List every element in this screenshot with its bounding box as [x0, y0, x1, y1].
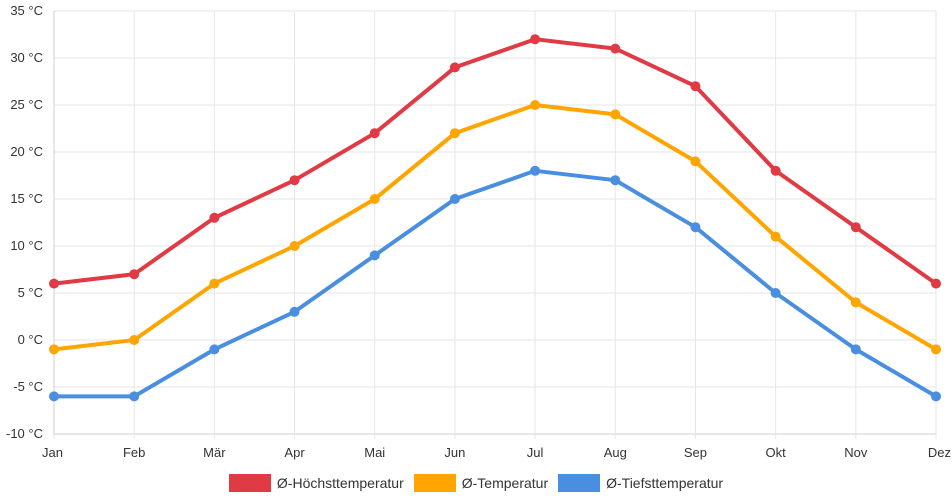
y-tick-label: 30 °C: [10, 50, 43, 65]
x-tick-label: Jul: [527, 445, 544, 460]
legend: Ø-Höchsttemperatur Ø-Temperatur Ø-Tiefst…: [0, 472, 952, 494]
data-point[interactable]: [369, 194, 380, 204]
x-tick-label: Mai: [364, 445, 385, 460]
x-tick-label: Feb: [123, 445, 145, 460]
series-0: [49, 34, 941, 289]
data-point[interactable]: [690, 156, 701, 167]
data-point[interactable]: [850, 222, 861, 233]
y-tick-label: 25 °C: [10, 97, 43, 112]
series-line: [52, 103, 938, 352]
data-point[interactable]: [690, 81, 701, 92]
y-tick-label: 20 °C: [10, 144, 43, 159]
x-tick-label: Apr: [284, 445, 305, 460]
data-point[interactable]: [449, 128, 460, 139]
x-tick-label: Sep: [684, 445, 707, 460]
data-point[interactable]: [530, 34, 541, 45]
x-axis-ticks: Jan Feb Mär Apr Mai Jun Jul Aug Sep Okt Nov Dez: [42, 445, 951, 460]
data-point[interactable]: [610, 109, 621, 120]
data-point[interactable]: [449, 62, 460, 73]
x-tick-label: Jun: [444, 445, 465, 460]
data-point[interactable]: [129, 269, 140, 280]
y-tick-label: 10 °C: [10, 238, 43, 253]
data-point[interactable]: [690, 222, 701, 233]
data-point[interactable]: [530, 165, 541, 176]
series-1: [49, 100, 941, 355]
series-line: [52, 37, 938, 286]
x-tick-label: Nov: [844, 445, 868, 460]
data-point[interactable]: [369, 250, 380, 261]
data-point[interactable]: [369, 128, 380, 139]
y-tick-label: 35 °C: [10, 3, 43, 18]
y-tick-label: -5 °C: [13, 379, 43, 394]
legend-label-max: Ø-Höchsttemperatur: [276, 475, 404, 491]
legend-swatch-avg: [413, 474, 456, 492]
data-point[interactable]: [770, 288, 781, 298]
data-point[interactable]: [850, 344, 861, 355]
data-point[interactable]: [770, 231, 781, 242]
data-point[interactable]: [49, 391, 59, 402]
series-2: [49, 165, 941, 402]
y-tick-label: -10 °C: [6, 426, 43, 441]
legend-item-min[interactable]: Ø-Tiefsttemperatur: [558, 474, 723, 492]
data-point[interactable]: [209, 344, 220, 355]
data-point[interactable]: [289, 175, 300, 186]
y-tick-label: 5 °C: [18, 285, 43, 300]
data-point[interactable]: [129, 335, 140, 345]
x-tick-label: Mär: [203, 445, 226, 460]
y-tick-label: 15 °C: [10, 191, 43, 206]
legend-item-max[interactable]: Ø-Höchsttemperatur: [228, 474, 404, 492]
data-point[interactable]: [931, 344, 941, 355]
data-point[interactable]: [289, 306, 300, 317]
y-tick-label: 0 °C: [18, 332, 43, 347]
series-line: [52, 168, 938, 399]
x-tick-label: Okt: [766, 445, 787, 460]
data-point[interactable]: [49, 278, 59, 289]
data-point[interactable]: [931, 391, 941, 402]
x-tick-label: Jan: [42, 445, 63, 460]
data-point[interactable]: [770, 165, 781, 176]
data-point[interactable]: [610, 43, 621, 54]
legend-label-avg: Ø-Temperatur: [461, 475, 549, 491]
data-point[interactable]: [931, 278, 941, 289]
data-point[interactable]: [850, 297, 861, 308]
legend-item-avg[interactable]: Ø-Temperatur: [413, 474, 549, 492]
x-tick-label: Aug: [604, 445, 627, 460]
data-point[interactable]: [209, 278, 220, 289]
x-tick-label: Dez: [928, 445, 951, 460]
data-point[interactable]: [289, 241, 300, 251]
line-chart: 35 °C 30 °C 25 °C 20 °C 15 °C 10 °C 5 °C 0 °C -5…: [6, 3, 951, 460]
data-point[interactable]: [209, 212, 220, 223]
data-point[interactable]: [129, 391, 140, 402]
grid: [53, 10, 937, 439]
data-point[interactable]: [449, 194, 460, 204]
data-point[interactable]: [530, 100, 541, 110]
series-lines: [49, 34, 941, 402]
legend-label-min: Ø-Tiefsttemperatur: [606, 475, 724, 491]
legend-swatch-max: [228, 474, 271, 492]
legend-swatch-min: [558, 474, 601, 492]
data-point[interactable]: [49, 344, 59, 355]
data-point[interactable]: [610, 175, 621, 186]
y-axis-ticks: 35 °C 30 °C 25 °C 20 °C 15 °C 10 °C 5 °C 0 °C -5…: [6, 3, 43, 441]
